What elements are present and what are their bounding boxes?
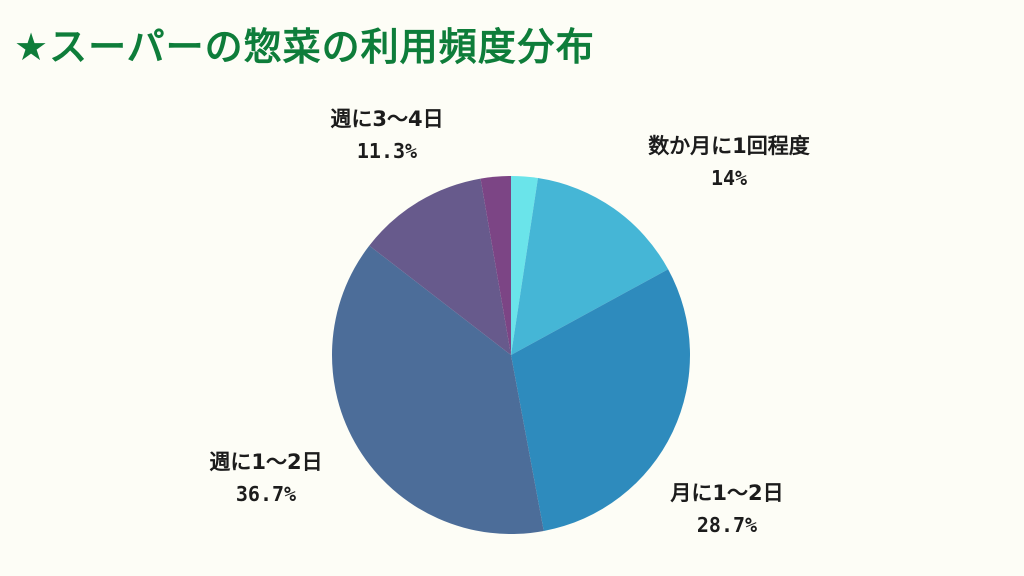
pie-slice	[511, 178, 669, 355]
slice-value-label: 14%	[711, 166, 747, 190]
slice-label: 月に1〜2日	[669, 481, 783, 505]
pie-slice	[511, 269, 691, 531]
pie-slice	[369, 178, 511, 355]
pie-labels: 数か月に1回程度 14% 月に1〜2日 28.7% 週に1〜2日 36.7% 週に3〜4日 1…	[209, 107, 809, 537]
pie-slice	[331, 245, 544, 535]
slice-label: 週に3〜4日	[330, 107, 443, 131]
chart-title: ★スーパーの惣菜の利用頻度分布	[14, 25, 595, 69]
slice-value-label: 28.7%	[697, 513, 757, 537]
slice-value-label: 11.3%	[357, 139, 417, 163]
slice-label: 週に1〜2日	[209, 450, 322, 474]
pie-slice	[511, 176, 538, 355]
pie-slices	[331, 176, 691, 535]
slice-label: 数か月に1回程度	[648, 134, 810, 158]
slice-value-label: 36.7%	[236, 482, 296, 506]
pie-slice	[480, 176, 511, 355]
